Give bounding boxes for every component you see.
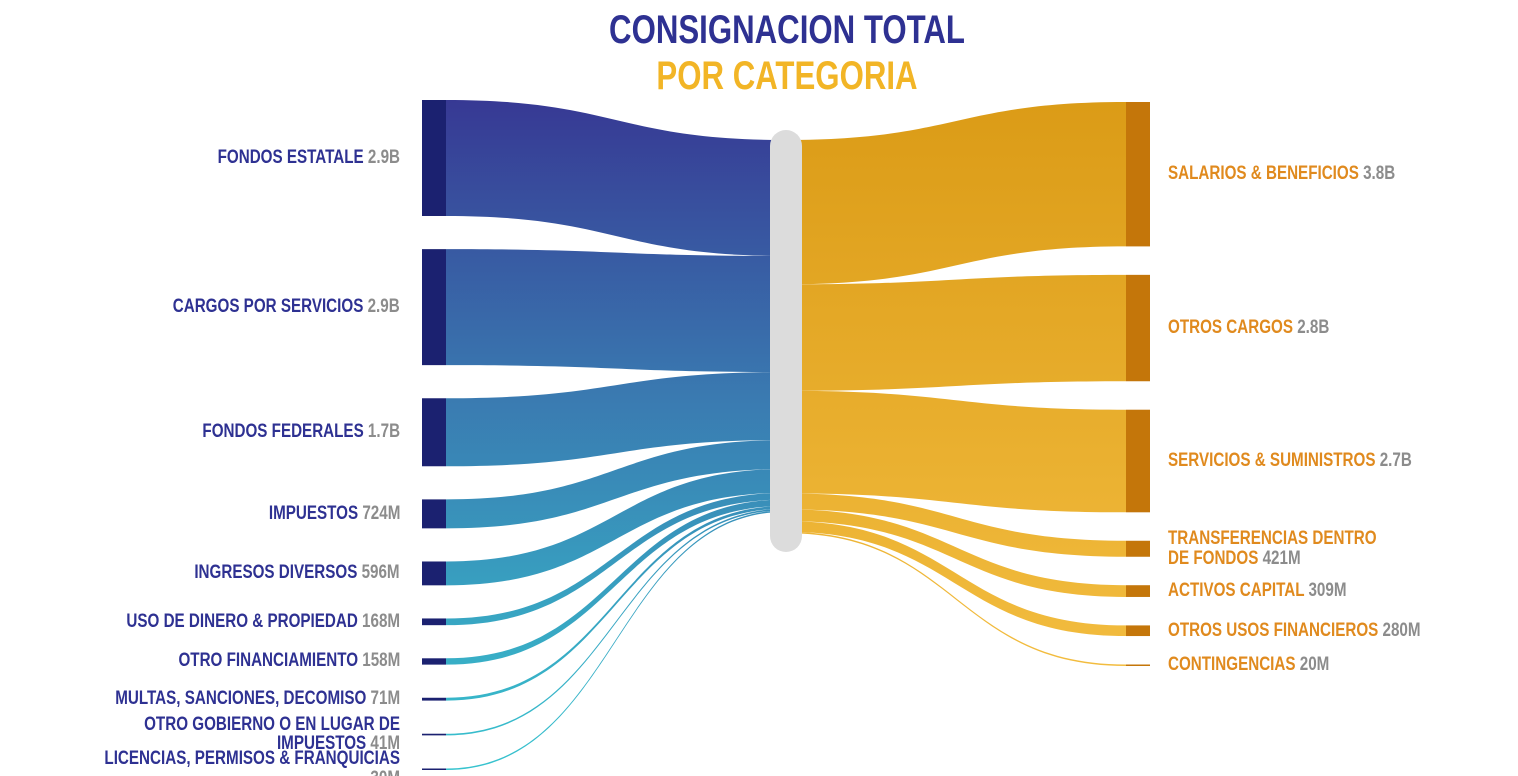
category-name: ACTIVOS CAPITAL (1168, 580, 1305, 602)
node-bar (422, 618, 446, 626)
category-name: MULTAS, SANCIONES, DECOMISO (115, 688, 367, 710)
node-label: OTRO FINANCIAMIENTO 158M (178, 651, 400, 671)
category-name: OTRO GOBIERNO O EN LUGAR DE IMPUESTOS (144, 713, 400, 755)
category-name: FONDOS FEDERALES (202, 421, 364, 443)
value-label: 280M (1382, 619, 1421, 641)
category-name: OTRO FINANCIAMIENTO (178, 650, 358, 672)
category-name: TRANSFERENCIAS DENTRO DE FONDOS (1168, 527, 1377, 569)
flow (446, 492, 786, 626)
node-label: ACTIVOS CAPITAL 309M (1168, 581, 1347, 601)
value-label: 309M (1308, 580, 1347, 602)
value-label: 2.9B (367, 147, 400, 169)
node-label: IMPUESTOS 724M (268, 502, 401, 524)
chart-subtitle: POR CATEGORIA (656, 54, 918, 98)
flow (786, 521, 1126, 637)
category-name: INGRESOS DIVERSOS (194, 562, 358, 584)
value-label: 168M (361, 610, 400, 632)
category-name: CARGOS POR SERVICIOS (173, 296, 364, 318)
category-name: FONDOS ESTATALE (217, 147, 364, 169)
flow (786, 531, 1126, 666)
value-label: 41M (370, 733, 400, 755)
node-label: CONTINGENCIAS 20M (1168, 655, 1329, 675)
node-bar (1126, 102, 1150, 247)
node-label: LICENCIAS, PERMISOS & FRANQUICIAS 30M (80, 749, 400, 776)
value-label: 421M (1262, 547, 1301, 569)
node-label: TRANSFERENCIAS DENTRO DE FONDOS 421M (1168, 527, 1377, 569)
value-label: 2.8B (1297, 317, 1330, 339)
flow (446, 499, 786, 665)
chart-title: CONSIGNACION TOTAL (609, 8, 965, 52)
node-bar (422, 561, 446, 586)
node-label: SALARIOS & BENEFICIOS 3.8B (1168, 164, 1395, 184)
value-label: 30M (370, 768, 400, 776)
value-label: 20M (1299, 654, 1330, 676)
node-bar (1126, 274, 1150, 382)
node-label: FONDOS ESTATALE 2.9B (218, 148, 400, 168)
flow (786, 493, 1126, 557)
flow (446, 440, 786, 529)
node-bar (422, 499, 446, 529)
category-name: SERVICIOS & SUMINISTROS (1168, 450, 1376, 472)
category-name: SALARIOS & BENEFICIOS (1168, 163, 1359, 185)
node-label: SERVICIOS & SUMINISTROS 2.7B (1168, 451, 1412, 471)
node-bar (422, 768, 446, 770)
category-name: OTROS CARGOS (1168, 317, 1293, 339)
flow (446, 372, 786, 467)
flow (446, 508, 786, 736)
flow (786, 390, 1126, 513)
category-name: LICENCIAS, PERMISOS & FRANQUICIAS (104, 748, 400, 770)
flow (446, 100, 786, 256)
node-label: OTROS CARGOS 2.8B (1168, 318, 1329, 338)
node-bar (1126, 664, 1150, 666)
node-label: CARGOS POR SERVICIOS 2.9B (173, 297, 400, 317)
flow (786, 509, 1126, 597)
node-bar (422, 398, 446, 467)
value-label: 3.8B (1363, 163, 1396, 185)
value-label: 71M (370, 688, 400, 710)
flow (446, 468, 786, 586)
node-bar (422, 697, 446, 701)
category-name: OTROS USOS FINANCIEROS (1168, 619, 1379, 641)
node-label: OTROS USOS FINANCIEROS 280M (1168, 619, 1421, 641)
value-label: 724M (361, 502, 400, 524)
node-bar (1126, 585, 1150, 597)
value-label: 1.7B (367, 421, 400, 443)
value-label: 2.7B (1379, 450, 1412, 472)
node-label: MULTAS, SANCIONES, DECOMISO 71M (115, 689, 400, 709)
node-bar (422, 733, 446, 736)
category-name: CONTINGENCIAS (1168, 654, 1296, 676)
node-label: INGRESOS DIVERSOS 596M (195, 563, 400, 583)
flow (446, 505, 786, 701)
flow (786, 102, 1126, 285)
value-label: 596M (361, 562, 400, 584)
center-bar (770, 130, 802, 552)
flow (786, 274, 1126, 391)
flow (446, 510, 786, 770)
value-label: 158M (361, 650, 400, 672)
category-name: IMPUESTOS (268, 502, 358, 524)
node-bar (1126, 625, 1150, 637)
node-bar (422, 249, 446, 366)
flow (446, 249, 786, 372)
node-bar (1126, 409, 1150, 513)
category-name: USO DE DINERO & PROPIEDAD (126, 610, 358, 632)
node-label: OTRO GOBIERNO O EN LUGAR DE IMPUESTOS 41… (80, 713, 400, 755)
node-label: FONDOS FEDERALES 1.7B (202, 422, 400, 442)
node-bar (422, 658, 446, 665)
value-label: 2.9B (367, 296, 400, 318)
node-label: USO DE DINERO & PROPIEDAD 168M (126, 610, 400, 632)
node-bar (1126, 540, 1150, 557)
node-bar (422, 100, 446, 216)
